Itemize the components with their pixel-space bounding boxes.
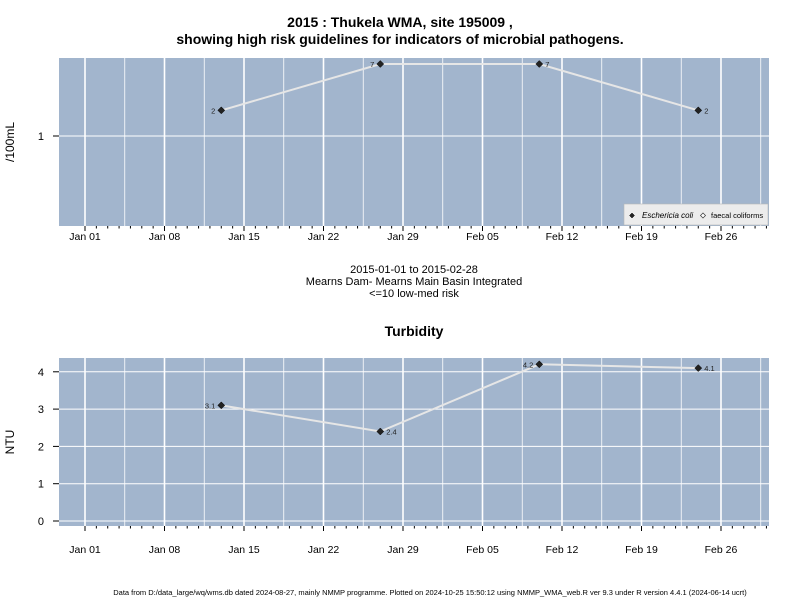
data-point — [694, 106, 703, 115]
x-tick-label: Jan 22 — [308, 544, 340, 556]
x-tick-label: Jan 01 — [69, 544, 101, 556]
plot-panel-2 — [59, 358, 769, 526]
data-label: 7 — [545, 60, 549, 69]
x-tick-label: Jan 29 — [387, 544, 419, 556]
data-label: 4.1 — [704, 364, 714, 373]
series-line — [221, 363, 699, 433]
data-point — [217, 401, 226, 410]
data-label: 3.1 — [205, 401, 215, 410]
y-tick-label: 0 — [38, 516, 44, 528]
data-label: 2 — [211, 106, 215, 115]
x-tick-label: Feb 26 — [705, 231, 738, 243]
x-tick-label: Feb 12 — [546, 231, 579, 243]
date-range-caption: 2015-01-01 to 2015-02-28 — [350, 264, 478, 276]
legend-label-faecal-coliforms: faecal coliforms — [711, 211, 763, 220]
site-name-caption: Mearns Dam- Mearns Main Basin Integrated — [305, 276, 523, 288]
data-source-footer: Data from D:/data_large/wq/wms.db dated … — [113, 588, 747, 597]
x-tick-label: Jan 22 — [308, 231, 340, 243]
chart-title-line-1: 2015 : Thukela WMA, site 195009 , — [287, 14, 513, 30]
data-point — [376, 60, 385, 68]
data-point — [217, 106, 226, 115]
y-tick-label: 2 — [38, 441, 44, 453]
risk-guideline-caption: <=10 low-med risk — [369, 288, 459, 300]
y-axis-label: /100mL — [3, 122, 17, 162]
data-point — [535, 360, 544, 369]
data-point — [694, 364, 703, 372]
x-tick-label: Feb 05 — [466, 544, 499, 556]
x-tick-label: Jan 15 — [228, 231, 260, 243]
data-point — [535, 60, 544, 68]
x-tick-label: Jan 08 — [149, 544, 181, 556]
legend-marker-filled-diamond — [629, 212, 635, 219]
y-axis-label: NTU — [3, 430, 17, 455]
data-point — [376, 427, 385, 436]
y-tick-label: 1 — [38, 131, 44, 143]
series-line — [221, 63, 699, 112]
data-label: 2.4 — [386, 427, 396, 436]
x-tick-label: Jan 15 — [228, 544, 260, 556]
x-tick-label: Jan 08 — [149, 231, 181, 243]
x-tick-label: Feb 19 — [625, 544, 658, 556]
plot-panel-1 — [59, 58, 769, 226]
legend-label-e-coli: Eschericia coli — [642, 211, 693, 220]
legend-marker-open-diamond — [700, 212, 706, 219]
x-tick-label: Feb 05 — [466, 231, 499, 243]
data-label: 2 — [704, 106, 708, 115]
x-tick-label: Jan 01 — [69, 231, 101, 243]
chart-title-line-2: showing high risk guidelines for indicat… — [176, 31, 624, 47]
x-tick-label: Feb 12 — [546, 544, 579, 556]
legend-box — [623, 203, 769, 226]
y-tick-label: 3 — [38, 404, 44, 416]
data-label: 7 — [370, 60, 374, 69]
x-tick-label: Jan 29 — [387, 231, 419, 243]
x-tick-label: Feb 26 — [705, 544, 738, 556]
panel-title: Turbidity — [385, 323, 444, 339]
data-label: 4.2 — [523, 360, 533, 369]
x-tick-label: Feb 19 — [625, 231, 658, 243]
y-tick-label: 4 — [38, 367, 44, 379]
y-tick-label: 1 — [38, 479, 44, 491]
